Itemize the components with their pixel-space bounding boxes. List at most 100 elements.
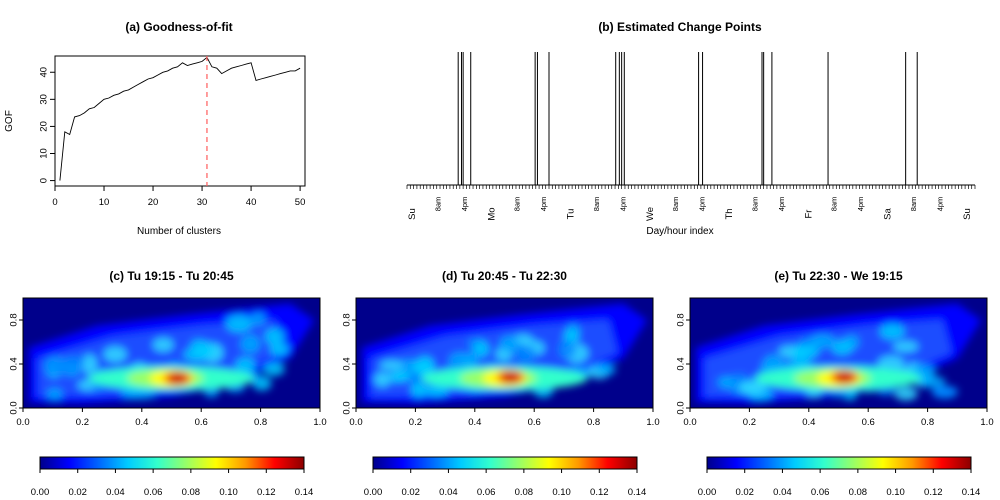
heatmap-frame xyxy=(689,297,988,409)
panel-a-xtick-label: 20 xyxy=(148,197,159,208)
heatmap-ytick-label: 0.0 xyxy=(9,401,20,414)
heatmap-panel-1: (c) Tu 19:15 - Tu 20:45 0.0 0.2 0.4 0.6 0.8 1.… xyxy=(9,269,327,498)
density-peak xyxy=(168,373,187,384)
day-label: Tu xyxy=(566,209,577,220)
hour-label: 4pm xyxy=(539,197,548,212)
hour-label: 4pm xyxy=(935,197,944,212)
panel-b-tick-labels: Su 8am 4pm Mo 8am 4pm Tu 8am 4pm We 8am 4pm Th 8am 4pm… xyxy=(407,197,973,221)
heatmap-xtick-label: 1.0 xyxy=(980,417,993,428)
heatmap-xtick-label: 0.0 xyxy=(683,417,696,428)
heatmap-xtick-label: 0.6 xyxy=(195,417,208,428)
density-blob xyxy=(932,387,958,399)
colorbar-tick-label: 0.08 xyxy=(182,487,201,498)
hour-label: 4pm xyxy=(856,197,865,212)
density-blob xyxy=(719,376,734,389)
heatmap-xtick-label: 0.6 xyxy=(862,417,875,428)
day-label: Mo xyxy=(486,207,497,220)
day-label: Fr xyxy=(803,210,814,219)
density-blob xyxy=(791,344,819,360)
density-blob xyxy=(424,384,450,397)
heatmap-xtick-label: 0.8 xyxy=(587,417,600,428)
panel-a-xtick-label: 50 xyxy=(295,197,306,208)
panel-a-title: (a) Goodness-of-fit xyxy=(125,20,232,34)
density-blob xyxy=(240,334,261,354)
heatmap-ytick-label: 0.8 xyxy=(676,313,687,326)
colorbar-tick-label: 0.10 xyxy=(552,487,571,498)
panel-a-xtick-label: 10 xyxy=(99,197,110,208)
density-blob xyxy=(595,364,617,376)
heatmap-xtick-label: 1.0 xyxy=(646,417,659,428)
colorbar-tick-label: 0.06 xyxy=(144,487,163,498)
panel-a-x-axis: 0 10 20 30 40 50 xyxy=(52,186,305,208)
panel-a-plot-area xyxy=(59,56,301,186)
panel-a-ytick-label: 20 xyxy=(39,121,50,132)
density-blob xyxy=(410,382,427,398)
colorbar-tick-label: 0.08 xyxy=(515,487,534,498)
heatmap-ytick-label: 0.4 xyxy=(9,357,20,370)
day-label: Th xyxy=(724,208,735,219)
heatmap-xtick-label: 0.2 xyxy=(743,417,756,428)
density-blob xyxy=(463,352,479,370)
heatmap-image xyxy=(690,298,987,408)
density-blob xyxy=(411,360,435,375)
panel-b-change-point-lines xyxy=(457,52,918,185)
heatmap-xtick-label: 1.0 xyxy=(313,417,326,428)
day-label: Su xyxy=(407,208,418,220)
heatmap-ytick-label: 0.0 xyxy=(676,401,687,414)
density-blob xyxy=(879,323,905,340)
colorbar-tick-label: 0.02 xyxy=(401,487,420,498)
colorbar xyxy=(39,456,305,470)
density-blob xyxy=(831,340,853,355)
density-blob xyxy=(893,341,919,353)
panel-a-ytick-label: 30 xyxy=(39,94,50,105)
heatmap-ytick-label: 0.4 xyxy=(342,357,353,370)
gof-line xyxy=(59,56,301,181)
density-blob xyxy=(263,362,285,377)
colorbar-tick-label: 0.06 xyxy=(477,487,496,498)
colorbar-tick-label: 0.14 xyxy=(628,487,647,498)
density-blob xyxy=(264,328,285,345)
heatmap-panel-3: (e) Tu 22:30 - We 19:15 0.0 0.2 0.4 0.6 0.8 1.… xyxy=(676,269,994,498)
colorbar xyxy=(372,456,638,470)
colorbar-tick-label: 0.08 xyxy=(849,487,868,498)
panel-a-ytick-label: 0 xyxy=(39,178,50,183)
hour-label: 8am xyxy=(671,197,680,212)
colorbar-tick-label: 0.00 xyxy=(698,487,717,498)
density-blob xyxy=(250,311,266,326)
panel-b-xlabel: Day/hour index xyxy=(646,226,713,237)
panel-b-hour-ticks xyxy=(406,185,976,189)
colorbar-tick-label: 0.14 xyxy=(295,487,314,498)
density-blob xyxy=(269,342,290,357)
hour-label: 8am xyxy=(433,197,442,212)
colorbar-tick-label: 0.12 xyxy=(590,487,609,498)
density-blob xyxy=(379,360,403,371)
panel-a-xtick-label: 40 xyxy=(246,197,257,208)
heatmap-image xyxy=(356,298,653,408)
heatmap-ytick-label: 0.8 xyxy=(342,313,353,326)
panel-b-change-points: (b) Estimated Change Points Su 8am 4pm Mo 8a… xyxy=(406,20,976,237)
heatmap-image xyxy=(23,298,320,408)
hour-label: 8am xyxy=(830,197,839,212)
hour-label: 8am xyxy=(750,197,759,212)
day-label: We xyxy=(645,207,656,221)
panel-a-ylabel: GOF xyxy=(4,110,15,132)
density-blob xyxy=(499,335,521,353)
colorbar-tick-label: 0.10 xyxy=(886,487,905,498)
hour-label: 4pm xyxy=(698,197,707,212)
day-label: Sa xyxy=(883,207,894,219)
panel-a-frame xyxy=(54,55,306,187)
hour-label: 4pm xyxy=(777,197,786,212)
density-blob xyxy=(235,357,256,374)
density-peak xyxy=(501,372,520,383)
density-blob xyxy=(81,354,98,375)
colorbar-tick-label: 0.00 xyxy=(364,487,383,498)
hour-label: 8am xyxy=(909,197,918,212)
density-blob xyxy=(810,334,835,349)
density-blob xyxy=(738,380,767,395)
heatmap-panels: (c) Tu 19:15 - Tu 20:45 0.0 0.2 0.4 0.6 0.8 1.… xyxy=(9,269,994,498)
hour-label: 4pm xyxy=(618,197,627,212)
density-blob xyxy=(390,370,413,381)
density-blob xyxy=(225,314,252,333)
density-blob xyxy=(103,346,127,363)
density-blob xyxy=(152,338,174,352)
